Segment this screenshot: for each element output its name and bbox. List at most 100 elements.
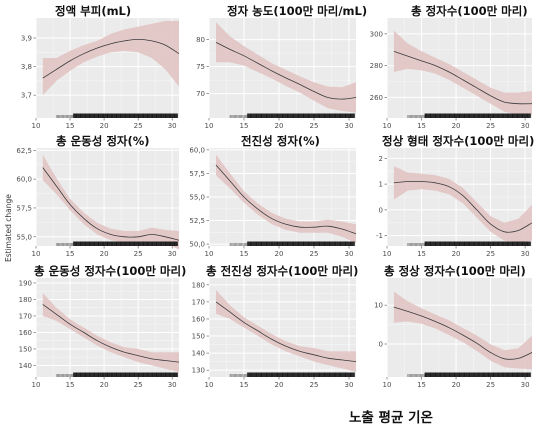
y-tick-label: 60,0: [16, 176, 32, 184]
x-tick-label: 25: [134, 122, 143, 130]
x-tick-label: 20: [452, 250, 461, 258]
x-tick-label: 20: [452, 381, 461, 389]
y-tick-label: 130: [192, 367, 205, 375]
y-tick-label: 0: [379, 341, 383, 349]
fitted-curve: [42, 38, 180, 79]
x-tick-label: 30: [168, 381, 177, 389]
y-tick-label: 55,0: [16, 233, 32, 241]
y-tick-label: 170: [19, 312, 32, 320]
y-tick-label: 150: [192, 333, 205, 341]
rug-marks: [407, 241, 531, 246]
x-tick-label: 25: [310, 381, 319, 389]
y-tick-label: 50,0: [189, 241, 205, 249]
x-tick-label: 25: [310, 122, 319, 130]
x-tick-label: 25: [486, 122, 495, 130]
panel-2: 10 15 20 25 30 70 75 80: [196, 18, 357, 130]
panel-title: 총 운동성 정자(%): [56, 134, 150, 148]
fitted-curve: [215, 164, 357, 235]
confidence-band: [216, 22, 356, 113]
y-tick-label: 150: [19, 345, 32, 353]
y-tick-label: 3,7: [21, 92, 32, 100]
y-tick-label: 57,5: [189, 170, 205, 178]
panel-title: 총 정자수(100만 마리): [411, 4, 528, 18]
x-tick-label: 15: [240, 250, 249, 258]
rug-marks: [407, 113, 531, 118]
y-tick-label: 70: [196, 90, 205, 98]
confidence-band: [42, 154, 179, 250]
x-tick-label: 20: [100, 250, 109, 258]
fitted-curve: [393, 50, 533, 105]
x-tick-label: 20: [275, 381, 284, 389]
y-tick-label: 160: [192, 315, 205, 323]
panel-7: 10 15 20 25 30 140 150 160 170 180 190: [19, 278, 180, 389]
y-tick-label: 0: [379, 206, 383, 214]
x-tick-label: 15: [417, 381, 426, 389]
panel-title: 총 전진성 정자수(100만 마리): [206, 264, 359, 278]
x-tick-label: 30: [345, 381, 354, 389]
confidence-band: [216, 154, 356, 244]
y-tick-label: 140: [192, 350, 205, 358]
panel-4: 10 15 20 25 30 55,0 57,5 60,0 62,5: [16, 147, 180, 258]
x-tick-label: 15: [66, 250, 75, 258]
panel-title: 총 정상 정자수(100만 마리): [384, 264, 526, 278]
x-tick-label: 30: [345, 122, 354, 130]
panel-title: 정자 농도(100만 마리/mL): [227, 4, 368, 18]
y-tick-label: 280: [370, 62, 383, 70]
x-tick-label: 15: [66, 381, 75, 389]
fitted-curve: [393, 306, 533, 360]
x-tick-label: 10: [32, 122, 41, 130]
x-tick-label: 10: [383, 122, 392, 130]
x-tick-label: 25: [486, 381, 495, 389]
x-tick-label: 30: [521, 250, 530, 258]
y-tick-label: 62,5: [16, 147, 32, 155]
x-tick-label: 30: [521, 122, 530, 130]
fitted-curve: [42, 167, 180, 241]
y-tick-label: 140: [19, 362, 32, 370]
y-tick-label: 80: [196, 36, 205, 44]
fitted-curve: [393, 180, 533, 233]
panel-1: 10 15 20 25 30 3,7 3,8 3,9: [21, 18, 180, 130]
x-tick-label: 25: [310, 250, 319, 258]
y-tick-label: 260: [370, 94, 383, 102]
x-tick-label: 25: [486, 250, 495, 258]
x-tick-label: 15: [66, 122, 75, 130]
x-tick-label: 30: [168, 122, 177, 130]
rug-marks: [229, 241, 355, 246]
x-tick-label: 20: [275, 122, 284, 130]
y-tick-label: 170: [192, 298, 205, 306]
x-tick-label: 15: [240, 381, 249, 389]
y-axis-label: Estimated change: [4, 194, 13, 262]
y-tick-label: 60,0: [189, 146, 205, 154]
rug-marks: [56, 372, 178, 377]
x-tick-label: 10: [383, 381, 392, 389]
confidence-band: [393, 30, 532, 115]
x-tick-label: 30: [521, 381, 530, 389]
panel-5: 10 15 20 25 30 50,0 52,5 55,0 57,5 60,0: [189, 146, 357, 258]
rug-marks: [407, 372, 531, 377]
x-tick-label: 25: [134, 381, 143, 389]
y-tick-label: 52,5: [189, 217, 205, 225]
confidence-band: [393, 291, 532, 370]
y-tick-label: 75: [196, 63, 205, 71]
y-tick-label: 1: [379, 181, 383, 189]
y-tick-label: 3,9: [21, 35, 32, 43]
x-tick-label: 20: [452, 122, 461, 130]
x-tick-label: 10: [205, 381, 214, 389]
x-tick-label: 10: [205, 250, 214, 258]
x-tick-label: 10: [383, 250, 392, 258]
fitted-curve: [42, 304, 180, 363]
x-tick-label: 10: [32, 250, 41, 258]
y-tick-label: -1: [376, 232, 383, 240]
rug-marks: [229, 113, 355, 118]
x-tick-label: 15: [240, 122, 249, 130]
rug-marks: [229, 372, 355, 377]
panel-title: 총 운동성 정자수(100만 마리): [34, 264, 187, 278]
confidence-band: [393, 166, 532, 243]
fitted-curve: [215, 301, 357, 362]
fitted-curve: [215, 41, 357, 100]
panel-8: 10 15 20 25 30 130 140 150 160 170 180: [192, 278, 357, 389]
rug-marks: [56, 113, 178, 118]
x-tick-label: 25: [134, 250, 143, 258]
panel-title: 전진성 정자(%): [241, 134, 320, 148]
